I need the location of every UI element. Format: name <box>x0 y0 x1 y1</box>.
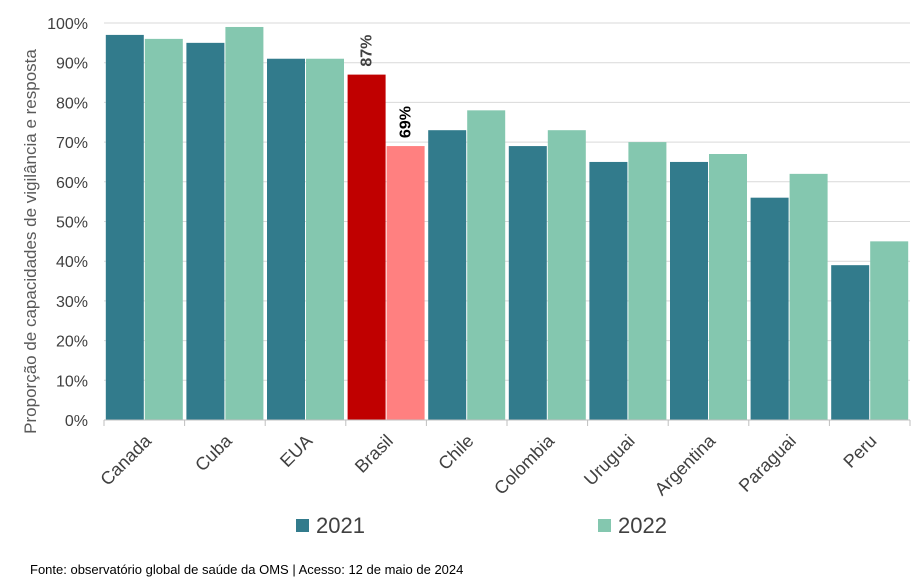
bar-peru-2022 <box>870 241 909 420</box>
legend-label-2022: 2022 <box>618 513 667 538</box>
gridlines <box>104 22 910 381</box>
bar-argentina-2021 <box>670 161 708 420</box>
x-tick-label: Paraguai <box>735 431 800 496</box>
source-note: Fonte: observatório global de saúde da O… <box>30 562 464 577</box>
bar-cuba-2022 <box>225 26 264 420</box>
bar-eua-2021 <box>267 58 305 420</box>
bar-paraguai-2022 <box>789 173 828 420</box>
x-tick-label: Peru <box>839 431 880 472</box>
x-tick-label: Chile <box>434 431 477 474</box>
bar-brasil-2022 <box>386 146 425 420</box>
y-tick-label: 30% <box>56 294 88 311</box>
bar-chile-2021 <box>428 130 467 420</box>
bar-uruguai-2021 <box>589 161 628 420</box>
y-tick-label: 10% <box>56 373 88 390</box>
y-axis-title: Proporção de capacidades de vigilância e… <box>21 49 40 434</box>
y-tick-label: 50% <box>56 215 88 232</box>
x-tick-label: Cuba <box>191 430 236 475</box>
x-tick-label: Argentina <box>651 430 720 499</box>
bar-paraguai-2021 <box>750 197 789 420</box>
y-tick-label: 40% <box>56 254 88 271</box>
bar-colombia-2021 <box>508 146 547 420</box>
bars <box>105 26 909 421</box>
y-tick-label: 70% <box>56 135 88 152</box>
legend-swatch-2021 <box>296 519 309 532</box>
x-tick-label: Colombia <box>490 430 559 499</box>
legend-label-2021: 2021 <box>316 513 365 538</box>
data-label: 69% <box>398 106 415 138</box>
data-label: 87% <box>359 35 376 67</box>
y-tick-label: 0% <box>65 413 88 430</box>
legend-swatch-2022 <box>598 519 611 532</box>
labels: 87% 69% Proporção de capacidades de vigilâ… <box>21 35 415 434</box>
y-tick-label: 80% <box>56 95 88 112</box>
legend: 2021 2022 <box>296 513 667 538</box>
x-tick-label: Uruguai <box>580 431 639 490</box>
y-tick-label: 100% <box>47 16 88 33</box>
bar-eua-2022 <box>306 58 344 420</box>
bar-peru-2021 <box>831 265 870 420</box>
y-tick-label: 20% <box>56 334 88 351</box>
x-tick-label: EUA <box>276 431 316 471</box>
x-tick-label: Brasil <box>351 431 397 477</box>
bar-colombia-2022 <box>547 130 586 420</box>
bar-brasil-2021 <box>347 74 386 421</box>
bar-canada-2022 <box>144 38 183 420</box>
bar-cuba-2021 <box>186 42 225 420</box>
x-tick-label: Canada <box>96 430 155 489</box>
bar-chile-2022 <box>467 110 506 420</box>
bar-uruguai-2022 <box>628 142 667 420</box>
y-tick-label: 60% <box>56 175 88 192</box>
bar-argentina-2022 <box>709 154 747 420</box>
bar-canada-2021 <box>105 34 144 420</box>
y-tick-label: 90% <box>56 56 88 73</box>
